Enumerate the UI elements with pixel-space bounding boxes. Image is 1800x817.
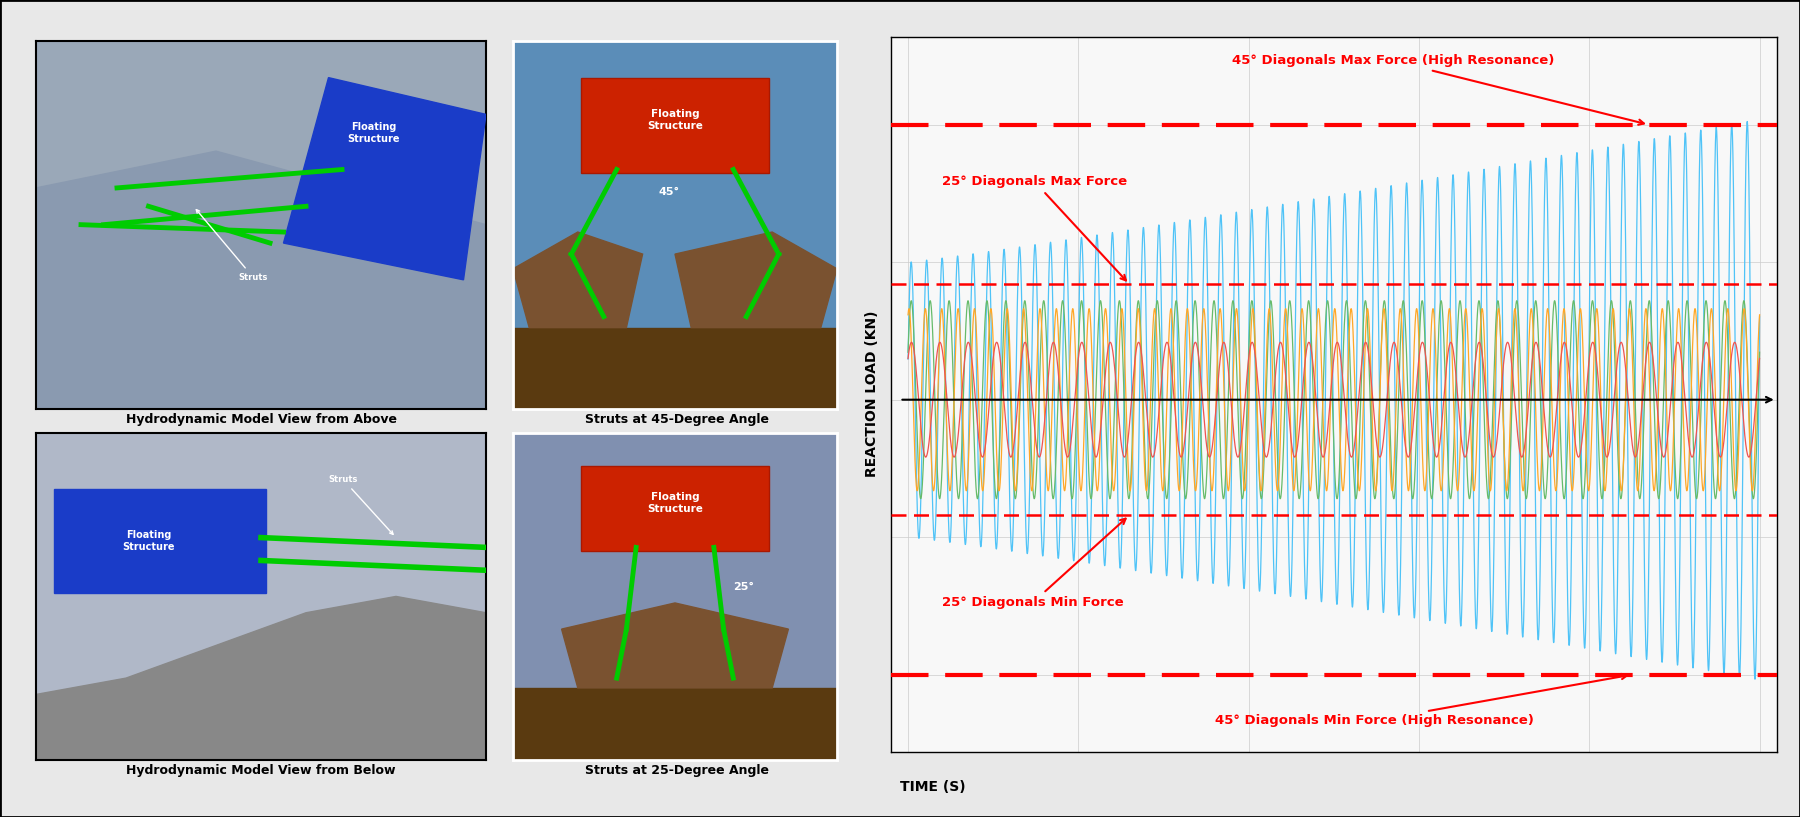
Polygon shape — [562, 603, 788, 688]
Text: Struts at 45-Degree Angle: Struts at 45-Degree Angle — [585, 413, 769, 426]
Polygon shape — [675, 232, 837, 328]
Text: Struts: Struts — [329, 475, 392, 534]
Text: Hydrodynamic Model View from Below: Hydrodynamic Model View from Below — [126, 764, 396, 777]
Text: Struts at 25-Degree Angle: Struts at 25-Degree Angle — [585, 764, 769, 777]
Text: Floating
Structure: Floating Structure — [646, 493, 704, 514]
Text: 45° Diagonals Min Force (High Resonance): 45° Diagonals Min Force (High Resonance) — [1215, 674, 1627, 727]
Polygon shape — [284, 78, 486, 279]
Text: TIME (S): TIME (S) — [900, 780, 965, 794]
Text: 25° Diagonals Min Force: 25° Diagonals Min Force — [941, 519, 1125, 609]
Polygon shape — [513, 328, 837, 408]
Polygon shape — [513, 688, 837, 760]
Polygon shape — [513, 232, 643, 328]
Text: Floating
Structure: Floating Structure — [122, 530, 175, 551]
FancyBboxPatch shape — [54, 489, 266, 593]
Polygon shape — [36, 433, 486, 694]
Text: Floating
Structure: Floating Structure — [347, 122, 400, 144]
Text: 45° Diagonals Max Force (High Resonance): 45° Diagonals Max Force (High Resonance) — [1231, 54, 1643, 125]
Text: 45°: 45° — [659, 187, 680, 197]
FancyBboxPatch shape — [581, 78, 769, 173]
Text: 25°: 25° — [733, 582, 754, 592]
Text: 25° Diagonals Max Force: 25° Diagonals Max Force — [941, 175, 1127, 280]
Text: Floating
Structure: Floating Structure — [646, 109, 704, 131]
Y-axis label: REACTION LOAD (KN): REACTION LOAD (KN) — [866, 311, 878, 477]
FancyBboxPatch shape — [581, 466, 769, 551]
Text: Hydrodynamic Model View from Above: Hydrodynamic Model View from Above — [126, 413, 396, 426]
Text: Struts: Struts — [196, 210, 268, 282]
Polygon shape — [36, 596, 486, 760]
Polygon shape — [36, 151, 486, 408]
